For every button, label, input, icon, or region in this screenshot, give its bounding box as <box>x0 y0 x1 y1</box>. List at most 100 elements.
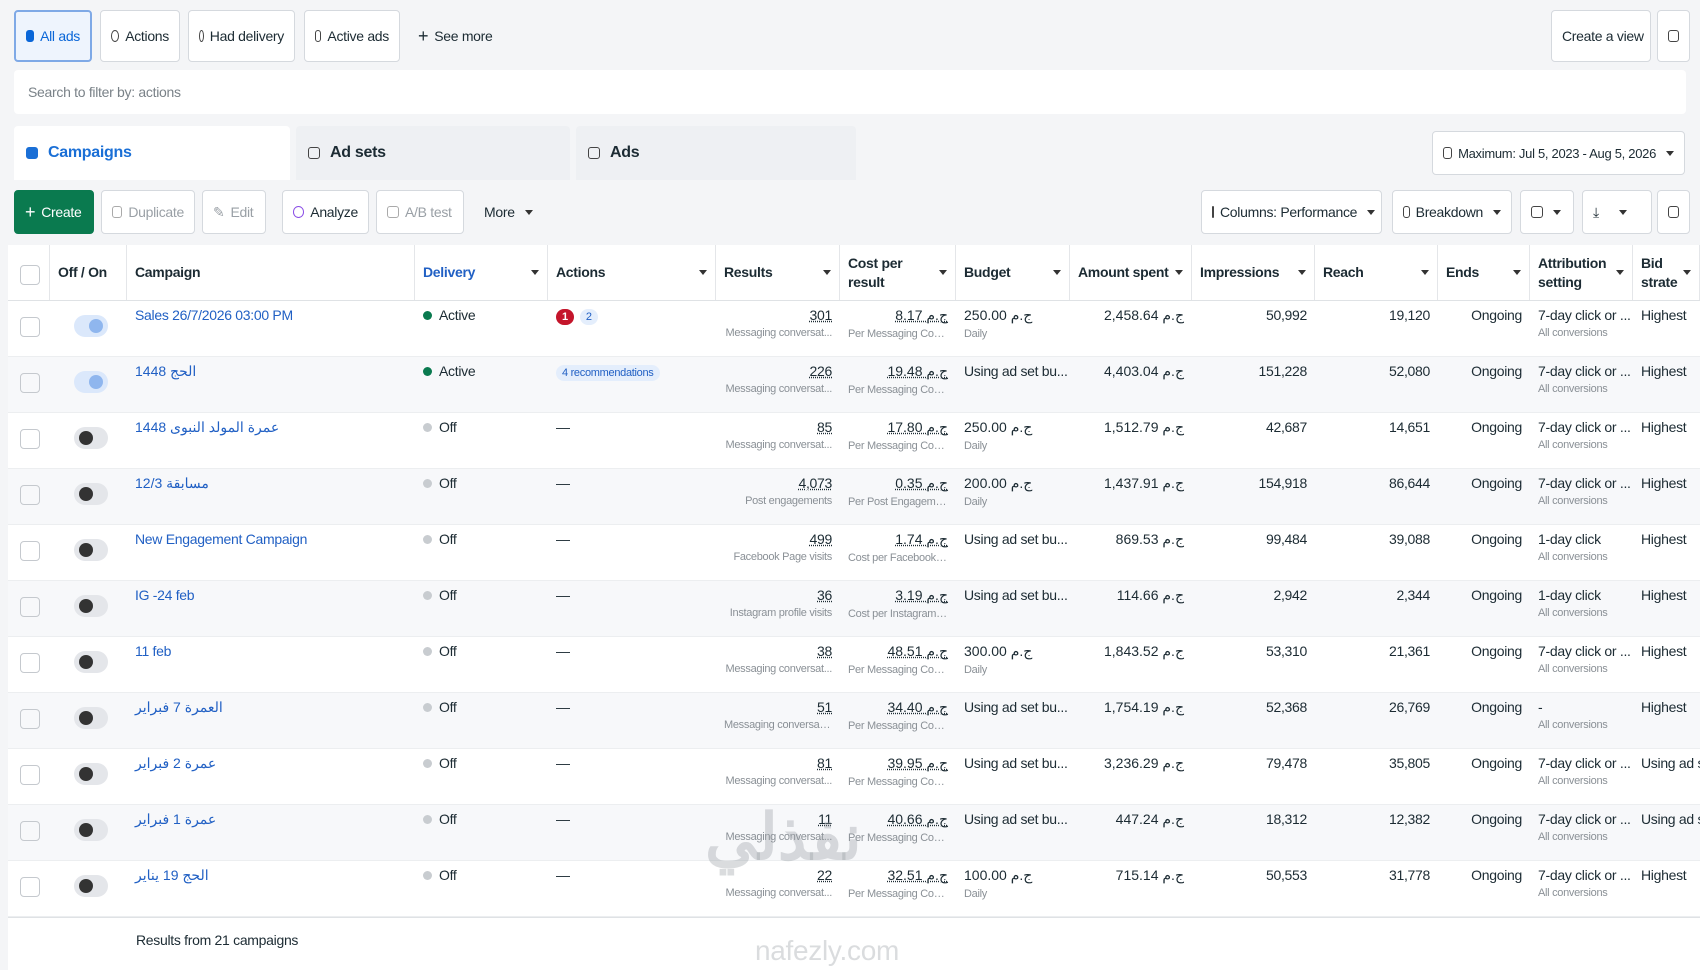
cell: Highest <box>1633 637 1700 692</box>
column-header[interactable]: Reach <box>1315 245 1438 300</box>
cell <box>50 861 127 916</box>
sub-label: All conversions <box>1538 607 1608 619</box>
column-header[interactable]: Cost per result <box>840 245 956 300</box>
reach: 26,769 <box>1388 699 1430 715</box>
cost: 19.48 ج.م <box>887 363 948 379</box>
cell <box>8 357 50 412</box>
row-checkbox[interactable] <box>20 877 40 897</box>
campaign[interactable]: مسابقة 12/3 <box>135 475 209 491</box>
duplicate-button[interactable]: Duplicate <box>101 190 195 234</box>
campaign[interactable]: عمرة المولد النبوى 1448 <box>135 419 280 435</box>
attribution: 7-day click or ... <box>1538 307 1631 323</box>
columns-button[interactable]: Columns: Performance <box>1201 190 1382 234</box>
on-off-toggle[interactable] <box>74 315 108 337</box>
campaign[interactable]: New Engagement Campaign <box>135 531 308 547</box>
table-row: الحج 19 يناير Off — 22 Messaging conversat..… <box>8 861 1700 917</box>
status-dot <box>423 479 432 488</box>
column-header[interactable]: Amount spent <box>1070 245 1192 300</box>
tab[interactable]: Had delivery <box>188 10 295 62</box>
column-header[interactable]: Results <box>716 245 840 300</box>
campaign[interactable]: Sales 26/7/2026 03:00 PM <box>135 307 293 323</box>
on-off-toggle[interactable] <box>74 763 108 785</box>
cell: 300.00 ج.م Daily <box>956 637 1070 692</box>
spent: 715.14 ج.م <box>1115 867 1185 883</box>
column-header[interactable]: Delivery <box>415 245 548 300</box>
campaign[interactable]: عمرة 1 فبراير <box>135 811 217 827</box>
column-header[interactable]: Actions <box>548 245 716 300</box>
analyze-button[interactable]: Analyze <box>282 190 369 234</box>
on-off-toggle[interactable] <box>74 483 108 505</box>
campaign[interactable]: الحج 1448 <box>135 363 197 379</box>
select-all-checkbox[interactable] <box>20 264 40 285</box>
row-checkbox[interactable] <box>20 485 40 505</box>
table-row: الحج 1448 Active 4 recommendations 226 Messa… <box>8 357 1700 413</box>
row-checkbox[interactable] <box>20 541 40 561</box>
create-button[interactable]: + Create <box>14 190 94 234</box>
campaign[interactable]: عمرة 2 فبراير <box>135 755 217 771</box>
column-title: Attribution setting <box>1538 255 1607 290</box>
on-off-toggle[interactable] <box>74 707 108 729</box>
on-off-toggle[interactable] <box>74 595 108 617</box>
on-off-toggle[interactable] <box>74 819 108 841</box>
date-range-picker[interactable]: Maximum: Jul 5, 2023 - Aug 5, 2026 <box>1432 131 1685 175</box>
search-bar[interactable]: Search to filter by: actions <box>14 70 1686 114</box>
row-checkbox[interactable] <box>20 709 40 729</box>
toggle-knob <box>79 487 93 501</box>
export-button[interactable]: ⤓ <box>1582 190 1652 234</box>
reports-button[interactable] <box>1520 190 1574 234</box>
column-header[interactable]: Impressions <box>1192 245 1315 300</box>
results: 51 <box>817 699 832 715</box>
toggle-knob <box>79 543 93 557</box>
campaign[interactable]: الحج 19 يناير <box>135 867 209 883</box>
share-button[interactable] <box>1657 190 1690 234</box>
create-view-button[interactable]: Create a view <box>1551 10 1651 62</box>
cell: 86,644 <box>1315 469 1438 524</box>
row-checkbox[interactable] <box>20 597 40 617</box>
action-badge[interactable]: 4 recommendations <box>556 365 660 381</box>
breakdown-button[interactable]: Breakdown <box>1392 190 1512 234</box>
campaign[interactable]: 11 feb <box>135 643 172 659</box>
results-summary: Results from 21 campaigns <box>136 932 299 948</box>
row-checkbox[interactable] <box>20 765 40 785</box>
row-checkbox[interactable] <box>20 373 40 393</box>
ab-test-button[interactable]: A/B test <box>376 190 464 234</box>
column-header[interactable]: Campaign <box>127 245 415 300</box>
tab[interactable]: Actions <box>100 10 180 62</box>
sub-label: Post engagements <box>745 495 832 507</box>
column-header[interactable]: Bid strate <box>1633 245 1700 300</box>
attribution: 1-day click <box>1538 531 1601 547</box>
tab[interactable]: + See more <box>408 10 508 62</box>
more-button[interactable]: More <box>474 190 544 234</box>
attribution: 7-day click or ... <box>1538 811 1631 827</box>
cell: Ongoing <box>1438 581 1530 636</box>
column-header[interactable]: Off / On <box>50 245 127 300</box>
cell: Off <box>415 525 548 580</box>
tab[interactable]: All ads <box>14 10 92 62</box>
row-checkbox[interactable] <box>20 653 40 673</box>
on-off-toggle[interactable] <box>74 371 108 393</box>
action-badge[interactable]: 1 <box>556 309 574 325</box>
column-header[interactable]: Budget <box>956 245 1070 300</box>
on-off-toggle[interactable] <box>74 427 108 449</box>
column-header[interactable]: Ends <box>1438 245 1530 300</box>
row-checkbox[interactable] <box>20 429 40 449</box>
settings-button[interactable] <box>1657 10 1690 62</box>
tab[interactable]: Active ads <box>304 10 400 62</box>
campaign[interactable]: IG -24 feb <box>135 587 195 603</box>
level-tab[interactable]: Ads <box>576 126 856 180</box>
row-checkbox[interactable] <box>20 821 40 841</box>
column-title: Results <box>724 264 773 281</box>
action-badge[interactable]: 2 <box>579 309 598 325</box>
cell: 22 Messaging conversat... <box>716 861 840 916</box>
on-off-toggle[interactable] <box>74 539 108 561</box>
bid: Using ad s <box>1641 811 1700 827</box>
row-checkbox[interactable] <box>20 317 40 337</box>
level-tab[interactable]: Ad sets <box>296 126 570 180</box>
on-off-toggle[interactable] <box>74 651 108 673</box>
cell <box>50 413 127 468</box>
level-tab[interactable]: Campaigns <box>14 126 290 180</box>
on-off-toggle[interactable] <box>74 875 108 897</box>
edit-button[interactable]: ✎ Edit <box>202 190 266 234</box>
column-header[interactable]: Attribution setting <box>1530 245 1633 300</box>
campaign[interactable]: العمرة 7 فبراير <box>135 699 223 715</box>
